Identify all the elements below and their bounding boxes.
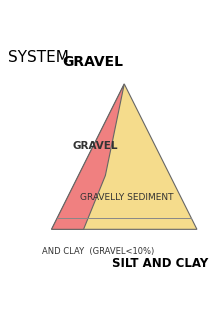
Text: GRAVEL: GRAVEL [62,55,123,70]
Polygon shape [52,84,197,229]
Text: AND CLAY  (GRAVEL<10%): AND CLAY (GRAVEL<10%) [42,247,154,256]
Text: SYSTEM: SYSTEM [8,50,69,65]
Polygon shape [52,84,124,229]
Text: GRAVEL: GRAVEL [72,141,118,151]
Text: SILT AND CLAY: SILT AND CLAY [112,257,209,270]
Text: GRAVELLY SEDIMENT: GRAVELLY SEDIMENT [81,193,174,202]
